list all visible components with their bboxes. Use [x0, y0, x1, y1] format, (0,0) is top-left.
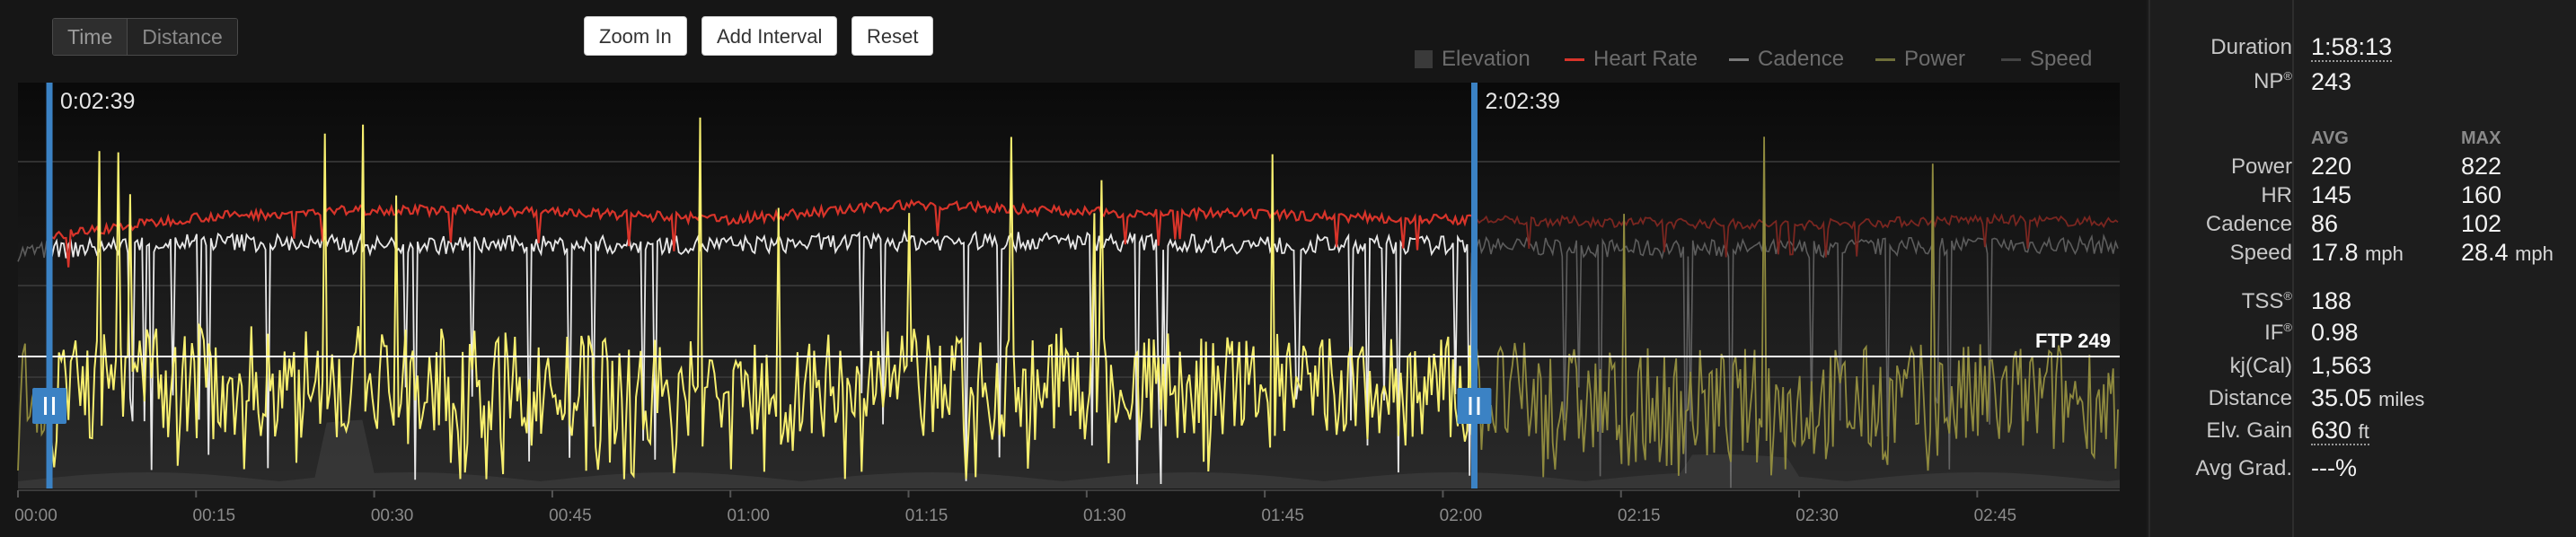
time-toggle[interactable]: Time [53, 19, 128, 55]
power-line [49, 117, 1473, 480]
legend-label: Power [1904, 47, 1966, 71]
avg-grad-value: ---% [2311, 454, 2357, 481]
selection-end-line [1470, 83, 1478, 489]
cadence-line-outside [1473, 233, 2119, 489]
legend-cadence[interactable]: Cadence [1729, 47, 1844, 72]
cadence-label: Cadence [2205, 212, 2292, 236]
heart-rate-line [49, 198, 1473, 268]
speed-swatch-icon [2001, 57, 2021, 61]
selection-start-handle[interactable] [32, 388, 67, 424]
elevation-area [18, 419, 2120, 489]
ride-stats-panel: Duration 1:58:13 NP® 243 AVG MAX Power 2… [2148, 0, 2576, 537]
ride-chart[interactable]: FTP 249 0:02:39 2:02:39 00:00 00:15 00:30 00:4… [0, 0, 2147, 537]
legend-elevation[interactable]: Elevation [1415, 47, 1531, 72]
ftp-label: FTP 249 [2035, 330, 2111, 352]
cadence-swatch-icon [1729, 57, 1749, 61]
selection-start-time: 0:02:39 [60, 89, 135, 114]
stats-divider [2292, 0, 2294, 537]
chart-panel: FTP 249 0:02:39 2:02:39 00:00 00:15 00:30 00:4… [0, 0, 2147, 537]
kj-label: kj(Cal) [2229, 354, 2292, 378]
cadence-avg: 86 [2311, 210, 2339, 237]
selection-end-time: 2:02:39 [1485, 89, 1559, 114]
axis-mode-toggle: Time Distance [52, 18, 238, 56]
np-label: NP® [2254, 69, 2292, 93]
x-tick-label: 01:15 [905, 506, 948, 525]
zoom-in-button[interactable]: Zoom In [584, 16, 687, 56]
elevation-swatch-icon [1415, 50, 1433, 68]
x-tick-label: 01:00 [727, 506, 770, 525]
distance-label: Distance [2208, 386, 2292, 410]
power-avg: 220 [2311, 153, 2352, 180]
x-tick-label: 01:30 [1083, 506, 1126, 525]
distance-toggle[interactable]: Distance [127, 19, 237, 55]
elv-gain-value[interactable]: 630 ft [2311, 417, 2369, 445]
x-tick-label: 02:30 [1795, 506, 1839, 525]
x-tick-label: 01:45 [1261, 506, 1304, 525]
cadence-line [49, 229, 1473, 485]
np-value: 243 [2311, 68, 2352, 95]
reset-button[interactable]: Reset [851, 16, 934, 56]
tss-label: TSS® [2241, 289, 2292, 313]
avg-grad-label: Avg Grad. [2195, 456, 2292, 480]
x-tick-label: 02:15 [1618, 506, 1661, 525]
speed-max: 28.4 mph [2461, 239, 2554, 266]
power-label: Power [2230, 154, 2292, 179]
speed-label: Speed [2229, 241, 2292, 265]
heart-rate-swatch-icon [1565, 57, 1584, 61]
hr-max: 160 [2461, 181, 2502, 208]
legend-power[interactable]: Power [1875, 47, 1965, 72]
selection-end-handle[interactable] [1457, 388, 1492, 424]
kj-value: 1,563 [2311, 352, 2372, 379]
elv-gain-label: Elv. Gain [2206, 418, 2292, 443]
hr-label: HR [2261, 183, 2292, 207]
pause-icon [44, 397, 48, 415]
x-tick-label: 00:30 [371, 506, 414, 525]
distance-value: 35.05 miles [2311, 384, 2425, 411]
pause-icon [52, 397, 56, 415]
duration-value[interactable]: 1:58:13 [2311, 33, 2393, 62]
max-header: MAX [2461, 128, 2501, 148]
x-tick-label: 00:45 [549, 506, 592, 525]
power-swatch-icon [1875, 57, 1895, 61]
add-interval-button[interactable]: Add Interval [701, 16, 838, 56]
legend-heart-rate[interactable]: Heart Rate [1565, 47, 1698, 72]
x-tick-label: 02:00 [1440, 506, 1483, 525]
if-label: IF® [2264, 321, 2292, 345]
x-tick-label: 00:00 [14, 506, 57, 525]
legend-label: Heart Rate [1593, 47, 1698, 71]
legend-label: Cadence [1758, 47, 1845, 71]
legend-speed[interactable]: Speed [2001, 47, 2092, 72]
power-line-outside [1473, 136, 2119, 478]
duration-label: Duration [2210, 35, 2292, 59]
legend-label: Speed [2030, 47, 2093, 71]
tss-value: 188 [2311, 287, 2352, 314]
hr-avg: 145 [2311, 181, 2352, 208]
x-tick-label: 00:15 [193, 506, 236, 525]
x-tick-label: 02:45 [1974, 506, 2017, 525]
selection-start-line [46, 83, 53, 489]
pause-icon [1477, 397, 1480, 415]
power-max: 822 [2461, 153, 2502, 180]
pause-icon [1469, 397, 1472, 415]
if-value: 0.98 [2311, 319, 2359, 346]
legend-label: Elevation [1442, 47, 1531, 71]
heart-rate-line-outside [1473, 213, 2119, 258]
speed-avg: 17.8 mph [2311, 239, 2404, 266]
cadence-line-outside [17, 240, 50, 262]
avg-header: AVG [2311, 128, 2349, 148]
cadence-max: 102 [2461, 210, 2502, 237]
